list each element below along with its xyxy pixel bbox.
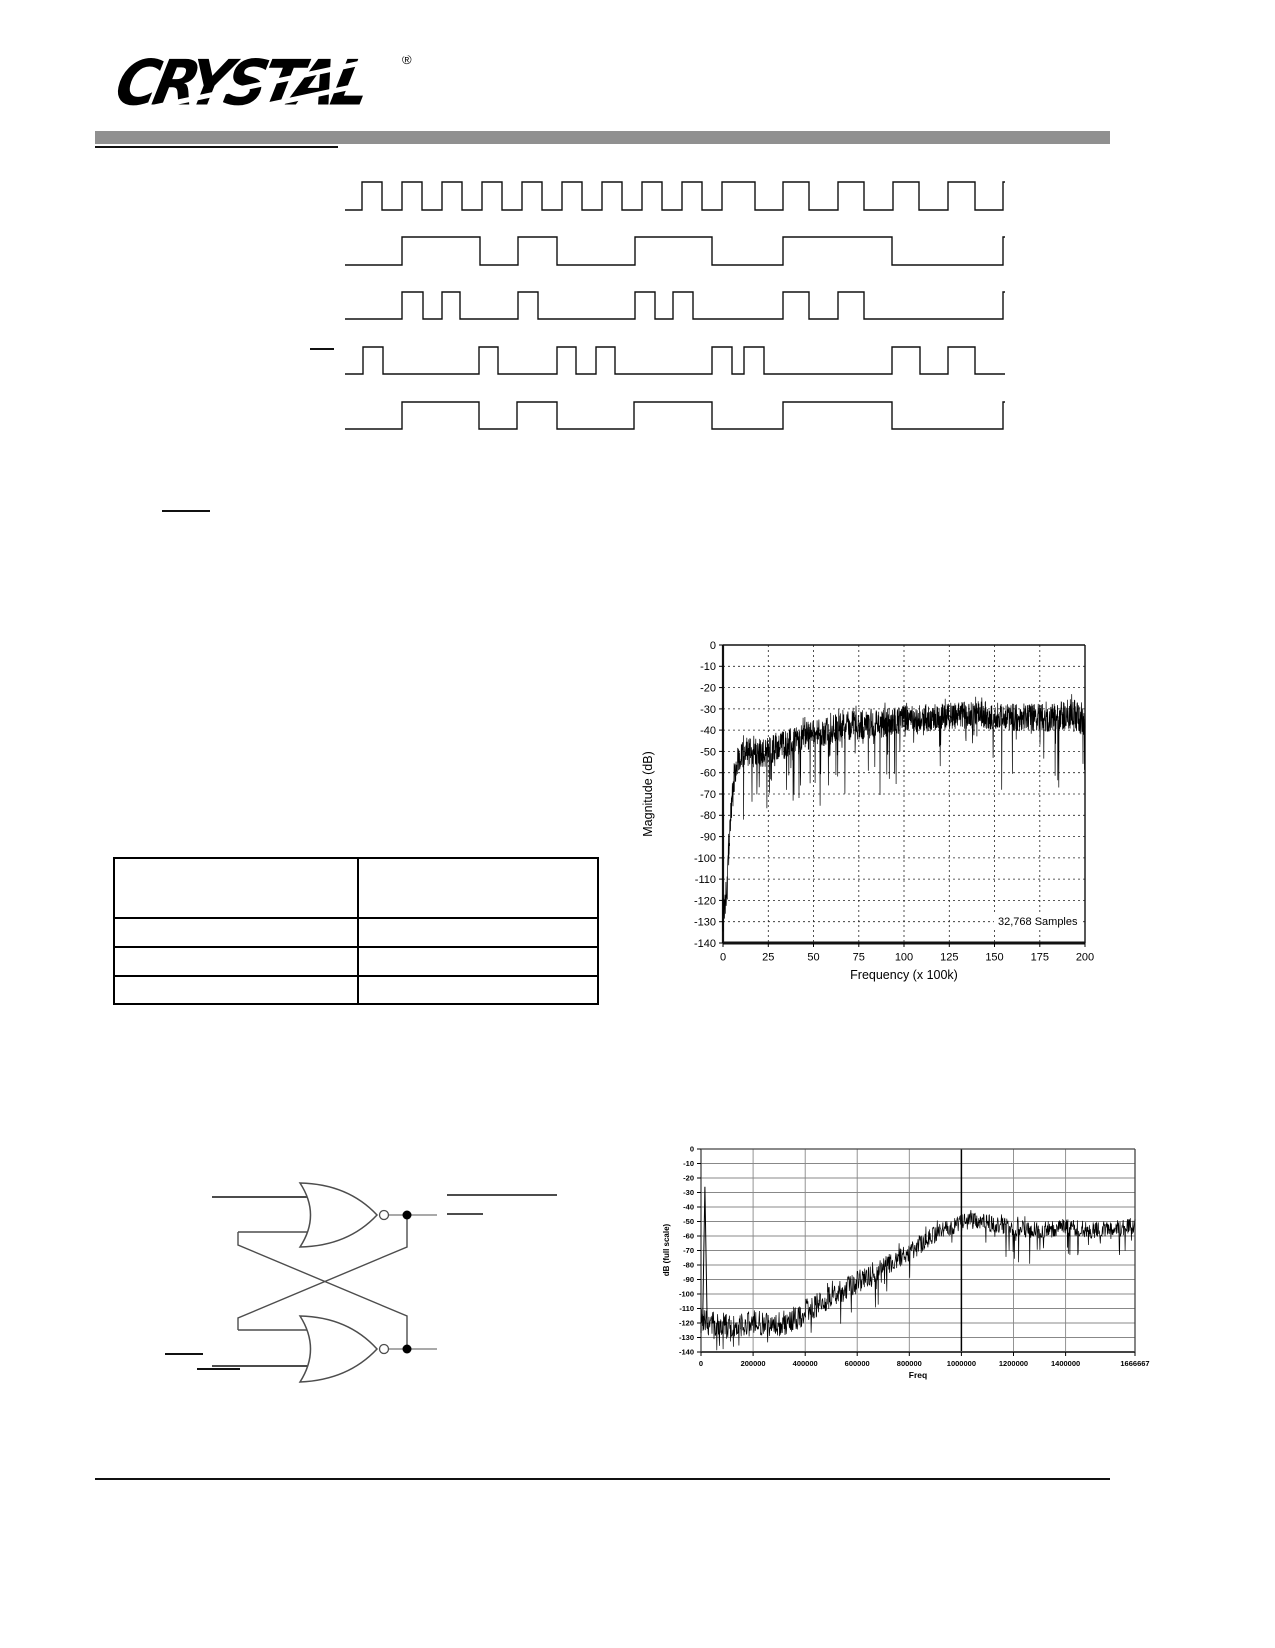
y-tick-label: -10 [700, 661, 716, 673]
y-tick-label: -50 [700, 746, 716, 758]
y-tick-label: -130 [694, 917, 716, 929]
table-row-divider [115, 975, 597, 977]
y-tick-label: -90 [700, 832, 716, 844]
x-tick-label: 1200000 [999, 1359, 1028, 1368]
x-tick-label: 50 [807, 952, 819, 964]
x-tick-label: 200 [1076, 952, 1094, 964]
latch-input-label-overline [165, 1353, 203, 1355]
waveform-5 [345, 401, 1005, 430]
x-tick-label: 125 [940, 952, 958, 964]
nor-gate-bottom [298, 1315, 379, 1383]
x-tick-label: 400000 [793, 1359, 818, 1368]
junction-dot [402, 1210, 412, 1220]
x-tick-label: 175 [1031, 952, 1049, 964]
y-tick-label: -70 [683, 1246, 694, 1255]
x-tick-label: 0 [720, 952, 726, 964]
x-tick-label: 100 [895, 952, 913, 964]
y-tick-label: -20 [700, 683, 716, 695]
x-tick-label: 1400000 [1051, 1359, 1080, 1368]
y-tick-label: 0 [710, 640, 716, 652]
y-tick-label: -30 [683, 1188, 694, 1197]
waveform-label-overline [310, 348, 334, 350]
y-tick-label: -80 [700, 810, 716, 822]
waveform-4 [345, 346, 1005, 375]
y-tick-label: -40 [683, 1203, 694, 1212]
clock-waveform [345, 181, 1005, 211]
chart2-x-axis-label: Freq [909, 1370, 927, 1380]
x-tick-label: 25 [762, 952, 774, 964]
x-tick-label: 0 [699, 1359, 703, 1368]
y-tick-label: -140 [679, 1348, 694, 1357]
waveform-2 [345, 236, 1005, 266]
inverter-bubble-icon [378, 1209, 390, 1221]
y-tick-label: 0 [690, 1145, 694, 1154]
y-tick-label: -40 [700, 725, 716, 737]
y-tick-label: -100 [679, 1290, 694, 1299]
text-underline-mark [162, 510, 210, 512]
table-row-divider [115, 946, 597, 948]
chart1-samples-annotation: 32,768 Samples [998, 916, 1078, 928]
x-tick-label: 600000 [845, 1359, 870, 1368]
chart1-y-axis-label: Magnitude (dB) [641, 751, 655, 836]
footer-rule [95, 1478, 1110, 1480]
x-tick-label: 1000000 [947, 1359, 976, 1368]
x-tick-label: 800000 [897, 1359, 922, 1368]
y-tick-label: -80 [683, 1261, 694, 1270]
nor-gate-top [298, 1182, 379, 1248]
x-tick-label: 75 [853, 952, 865, 964]
registered-trademark-icon: ® [402, 52, 412, 67]
spectrum-chart-1: 0 -10 -20 -30 -40 -50 -60 -70 -80 -90 -100 -110 -120… [641, 640, 1094, 982]
y-tick-label: -130 [679, 1333, 694, 1342]
y-tick-label: -120 [694, 895, 716, 907]
feedback-path-q [237, 1215, 408, 1330]
chart1-x-axis-label: Frequency (x 100k) [850, 968, 958, 982]
spectrum-trace [700, 1210, 1136, 1351]
inverter-bubble-icon [378, 1343, 390, 1355]
y-tick-label: -120 [679, 1319, 694, 1328]
y-tick-label: -60 [683, 1232, 694, 1241]
header-gray-bar [95, 131, 1110, 144]
y-tick-label: -70 [700, 789, 716, 801]
y-tick-label: -110 [695, 874, 716, 886]
x-tick-label: 200000 [741, 1359, 766, 1368]
waveform-3 [345, 291, 1005, 320]
timing-diagram [345, 181, 1005, 430]
y-tick-label: -50 [683, 1217, 694, 1226]
y-tick-label: -30 [700, 704, 716, 716]
signal-tone-spike [702, 1186, 708, 1326]
spectrum-chart-2: 0 -10 -20 -30 -40 -50 -60 -70 -80 -90 -100 -110 -120… [662, 1145, 1150, 1380]
chart2-y-axis-label: dB (full scale) [662, 1223, 671, 1276]
feedback-path-qbar [237, 1232, 408, 1349]
x-tick-label: 1666667 [1120, 1359, 1149, 1368]
y-tick-label: -10 [683, 1159, 694, 1168]
crystal-logo: CRYSTAL ® [102, 46, 448, 143]
annotation-backing [994, 913, 1080, 927]
y-tick-label: -60 [700, 768, 716, 780]
y-tick-label: -90 [683, 1275, 694, 1284]
x-tick-label: 150 [985, 952, 1003, 964]
y-tick-label: -100 [694, 853, 716, 865]
y-tick-label: -110 [679, 1304, 694, 1313]
text-underline-mark [197, 1368, 240, 1370]
header-underline [95, 146, 338, 148]
junction-dot [402, 1344, 412, 1354]
table-row-divider [115, 917, 597, 919]
y-tick-label: -140 [694, 938, 716, 950]
sr-latch-diagram [212, 1182, 557, 1383]
spec-table [113, 857, 599, 1005]
table-column-divider [357, 859, 359, 1003]
spectrum-trace [722, 694, 1086, 932]
y-tick-label: -20 [683, 1174, 694, 1183]
